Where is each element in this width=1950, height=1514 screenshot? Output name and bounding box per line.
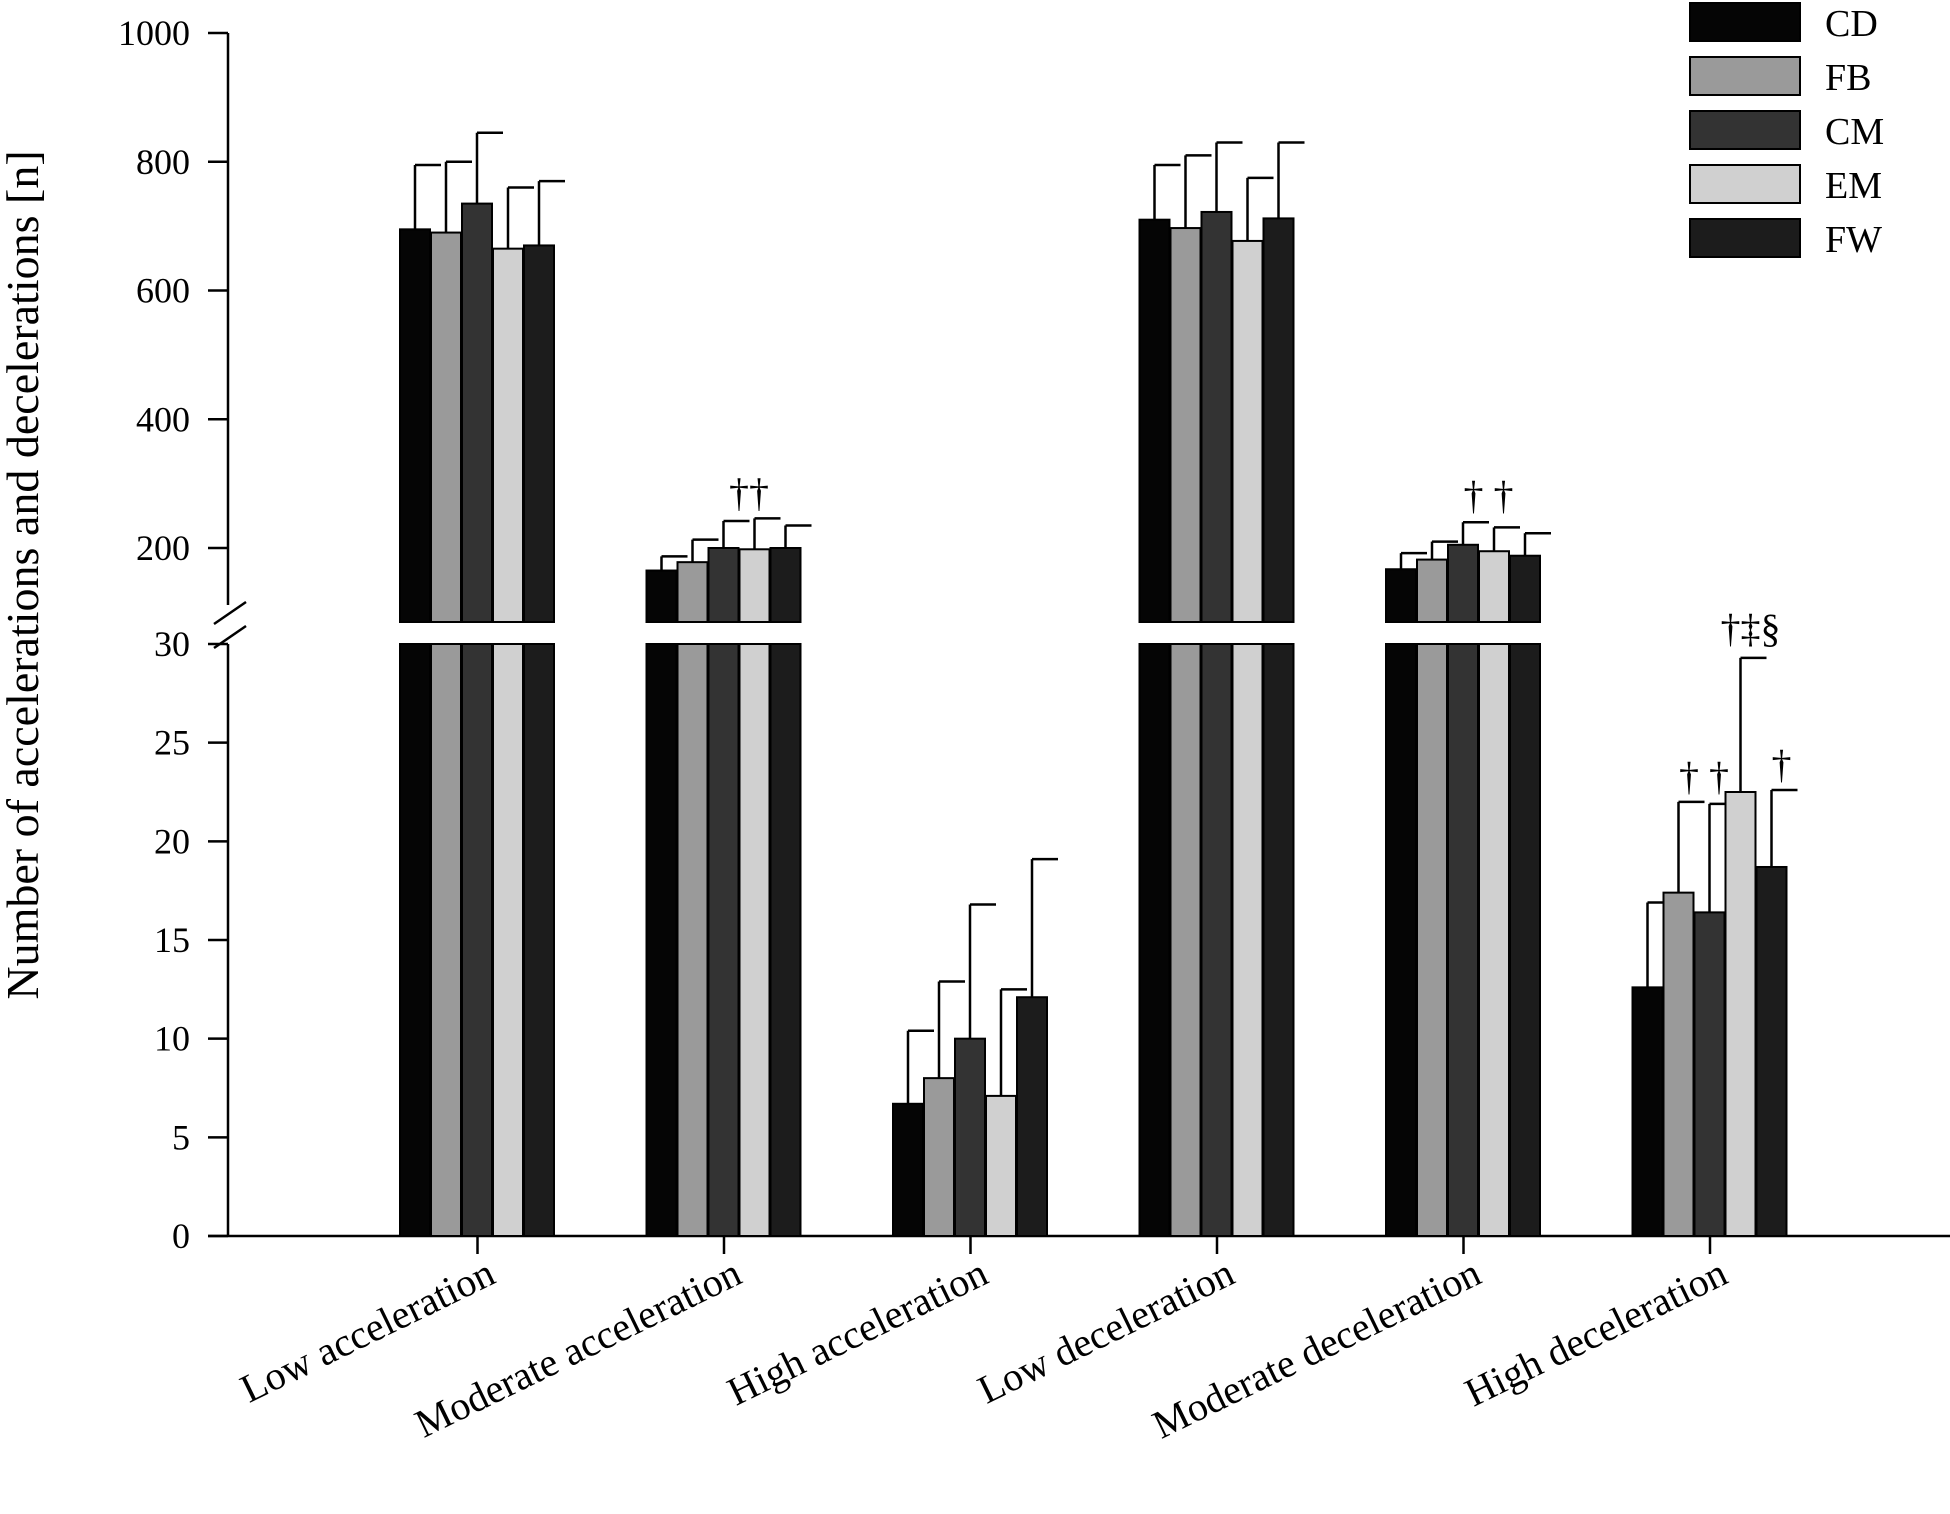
bar-lower (1385, 643, 1417, 1237)
y-tick-label: 600 (136, 271, 190, 311)
bars (399, 131, 1798, 1238)
significance-marker: †‡§ (1721, 606, 1781, 651)
bar-upper (492, 247, 524, 623)
axis-break-mark (213, 600, 247, 626)
bar-lower (399, 643, 431, 1237)
bar-upper (1200, 210, 1233, 623)
bar-lower (738, 643, 771, 1237)
y-tick-label: 15 (154, 920, 190, 960)
y-tick-label: 0 (172, 1216, 190, 1256)
bar-lower (461, 643, 493, 1237)
legend-swatch (1689, 56, 1801, 96)
bar (1693, 911, 1726, 1238)
bar-lower (1447, 643, 1479, 1237)
bar-upper (1478, 550, 1510, 623)
bar-lower (523, 643, 555, 1237)
bar-lower (676, 643, 709, 1237)
legend-swatch (1689, 164, 1801, 204)
bar-upper (461, 202, 493, 623)
bar-lower (769, 643, 802, 1237)
category-label: High deceleration (1458, 1250, 1734, 1416)
bar-lower (1478, 643, 1510, 1237)
bar-upper (523, 244, 555, 623)
bar (1755, 865, 1788, 1238)
bar-upper (1262, 217, 1295, 623)
bar (892, 1102, 924, 1237)
bar-upper (399, 228, 431, 623)
bar (923, 1077, 955, 1237)
legend-label: FB (1825, 57, 1871, 99)
legend-label: EM (1825, 165, 1882, 207)
y-tick-label: 5 (172, 1117, 190, 1157)
bar-upper (707, 547, 740, 623)
bar-upper (645, 569, 678, 623)
bar-lower (707, 643, 740, 1237)
y-tick-label: 10 (154, 1019, 190, 1059)
y-tick-label: 30 (154, 624, 190, 664)
legend-swatch (1689, 2, 1801, 42)
bar-upper (1416, 558, 1448, 624)
bar-upper (1385, 568, 1417, 624)
y-tick-label: 400 (136, 399, 190, 439)
y-tick-label: 1000 (118, 13, 190, 53)
bar-upper (738, 548, 771, 623)
significance-marker: † † (1679, 754, 1729, 799)
category-label: High acceleration (720, 1250, 994, 1415)
bar-lower (1231, 643, 1264, 1237)
bar-upper (1169, 227, 1202, 623)
legend-label: CD (1825, 3, 1878, 45)
bar-lower (1138, 643, 1171, 1237)
y-tick-label: 800 (136, 142, 190, 182)
bar-lower (1509, 643, 1541, 1237)
bar-lower (1262, 643, 1295, 1237)
y-tick-label: 200 (136, 528, 190, 568)
legend-swatch (1689, 110, 1801, 150)
bar-lower (1169, 643, 1202, 1237)
bar-lower (645, 643, 678, 1237)
bar-lower (492, 643, 524, 1237)
bar-lower (430, 643, 462, 1237)
bar (954, 1037, 986, 1237)
legend-label: CM (1825, 111, 1884, 153)
legend-swatch (1689, 218, 1801, 258)
bar (1662, 891, 1695, 1237)
bar-upper (430, 231, 462, 623)
bar (1016, 996, 1048, 1238)
y-tick-label: 20 (154, 821, 190, 861)
bar-upper (1138, 218, 1171, 623)
legend-label: FW (1825, 219, 1882, 261)
bar-lower (1200, 643, 1233, 1237)
bar (985, 1094, 1017, 1237)
bar-upper (769, 547, 802, 623)
bar-upper (1447, 543, 1479, 623)
bar-lower (1416, 643, 1448, 1237)
significance-marker: † (1772, 742, 1792, 787)
bar-upper (1231, 239, 1264, 623)
bar (1631, 986, 1664, 1237)
bar (1724, 791, 1757, 1237)
y-axis-label: Number of accelerations and deceleration… (0, 150, 48, 999)
significance-marker: †† (729, 470, 769, 515)
bar-upper (676, 561, 709, 623)
bar-upper (1509, 554, 1541, 623)
significance-marker: † † (1464, 473, 1514, 518)
legend: CD FB CM EM FW (1689, 2, 1884, 261)
y-tick-label: 25 (154, 723, 190, 763)
